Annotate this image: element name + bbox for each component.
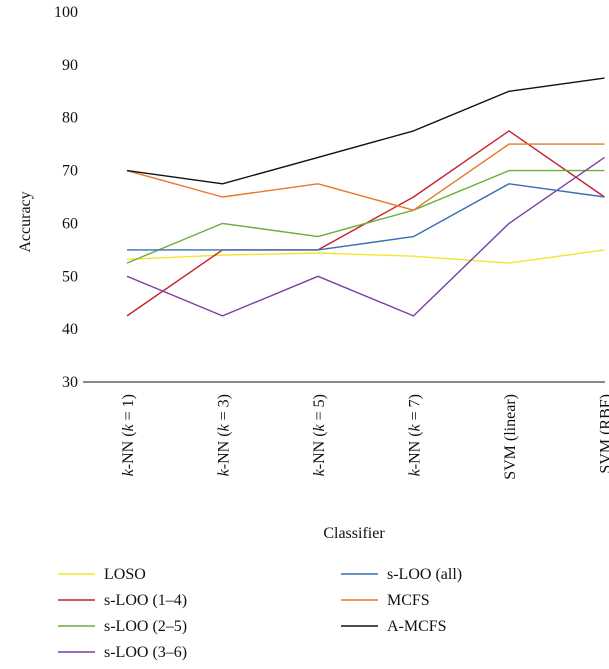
series-line-s-loo-3-6 (126, 156, 605, 317)
x-tick-label: SVM (RBF) (598, 394, 609, 474)
legend-item: LOSO (58, 566, 146, 583)
series-lines (126, 77, 605, 317)
series-line-loso (126, 249, 605, 264)
x-axis-ticks: k-NN (k = 1) k-NN (k = 3) k-NN (k = 5) k-NN… (120, 394, 609, 480)
legend-item: MCFS (341, 592, 430, 609)
series-line-mcfs (126, 143, 605, 211)
legend-item: A-MCFS (341, 618, 447, 635)
legend: LOSO s-LOO (1–4) s-LOO (2–5) s-LOO (3–6) s-L… (58, 566, 462, 661)
y-tick-label: 90 (62, 57, 78, 74)
y-tick-label: 100 (54, 4, 78, 21)
x-axis-title: Classifier (323, 525, 385, 542)
legend-label: s-LOO (3–6) (104, 644, 187, 661)
x-tick-label: k-NN (k = 7) (407, 394, 424, 476)
legend-label: s-LOO (all) (387, 566, 462, 583)
legend-item: s-LOO (2–5) (58, 618, 187, 635)
legend-label: A-MCFS (387, 618, 447, 635)
y-axis-title: Accuracy (17, 191, 34, 252)
legend-label: MCFS (387, 592, 430, 609)
y-tick-label: 30 (62, 374, 78, 391)
legend-item: s-LOO (all) (341, 566, 462, 583)
y-tick-label: 70 (62, 163, 78, 180)
x-tick-label: k-NN (k = 1) (120, 394, 137, 476)
y-tick-label: 60 (62, 215, 78, 232)
series-line-s-loo-all (127, 183, 605, 251)
legend-item: s-LOO (3–6) (58, 644, 187, 661)
series-line-a-mcfs (126, 77, 605, 185)
x-tick-label: k-NN (k = 3) (216, 394, 233, 476)
legend-item: s-LOO (1–4) (58, 592, 187, 609)
x-tick-label: SVM (linear) (502, 394, 519, 480)
series-line-s-loo-2-5 (126, 169, 605, 264)
legend-label: s-LOO (2–5) (104, 618, 187, 635)
y-tick-label: 50 (62, 268, 78, 285)
legend-label: s-LOO (1–4) (104, 592, 187, 609)
y-axis-ticks: 30 40 50 60 70 80 90 100 (54, 4, 78, 391)
legend-label: LOSO (104, 566, 146, 583)
y-tick-label: 40 (62, 321, 78, 338)
x-tick-label: k-NN (k = 5) (311, 394, 328, 476)
y-tick-label: 80 (62, 110, 78, 127)
